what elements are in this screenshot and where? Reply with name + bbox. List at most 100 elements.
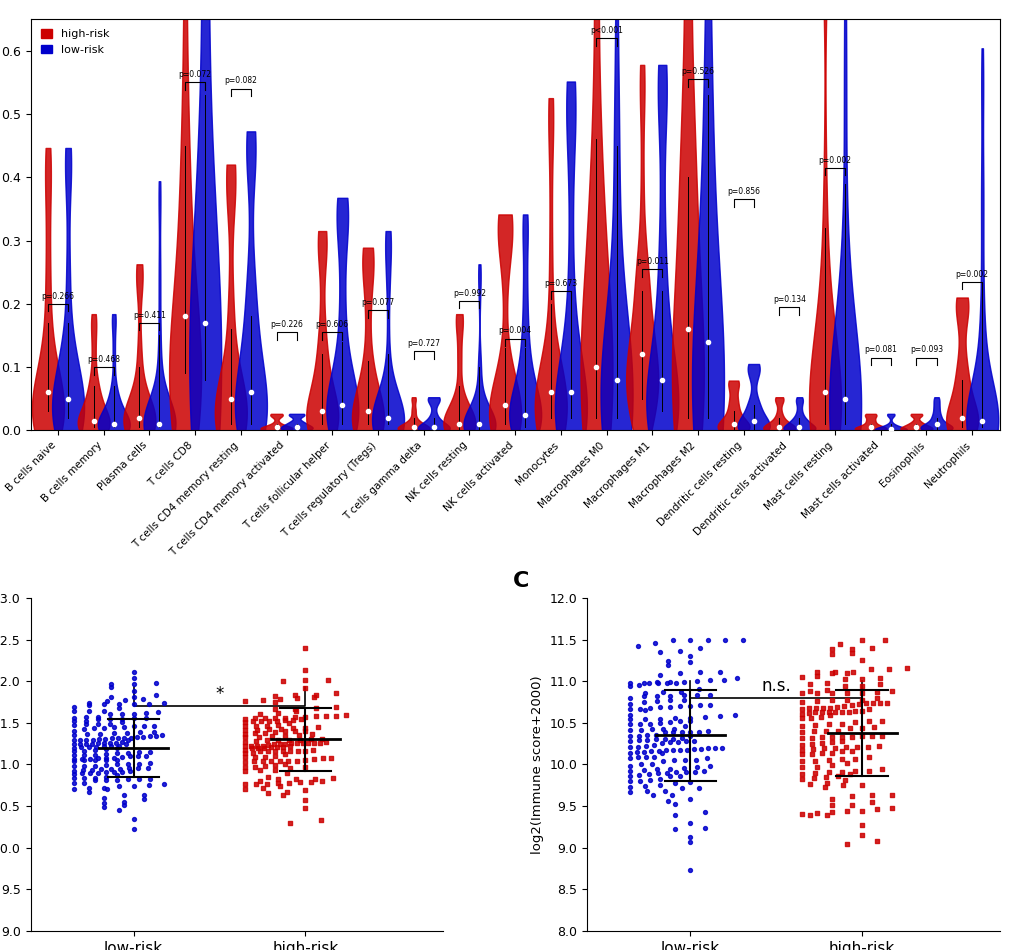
Point (71, 732, 88, 747)
Point (264, 729, 280, 744)
Point (622, 769, 638, 784)
Text: p=0.081: p=0.081 (863, 346, 897, 354)
Point (857, 695, 873, 711)
Text: p=0.077: p=0.077 (361, 298, 394, 307)
Point (140, 760, 156, 775)
Point (101, 735, 117, 751)
Point (622, 717, 638, 732)
Point (76, 775, 93, 790)
Point (863, 728, 879, 743)
Point (278, 766, 294, 781)
Point (121, 764, 138, 779)
Point (273, 721, 289, 736)
Point (113, 750, 129, 765)
Point (121, 761, 138, 776)
Point (805, 770, 821, 786)
Point (863, 794, 879, 809)
Point (639, 727, 655, 742)
Point (868, 833, 884, 848)
Point (834, 751, 850, 767)
Point (267, 749, 283, 764)
Point (622, 780, 638, 795)
Point (860, 763, 876, 778)
Point (715, 673, 732, 688)
Point (96, 703, 112, 718)
Point (657, 743, 674, 758)
Point (314, 731, 330, 746)
Point (818, 682, 835, 697)
Point (86, 721, 102, 736)
Point (676, 752, 692, 768)
Text: p=0.004: p=0.004 (498, 327, 531, 335)
Point (639, 784, 655, 799)
Point (109, 752, 125, 768)
Point (692, 697, 708, 712)
Point (673, 781, 689, 796)
Point (65, 748, 82, 763)
Point (303, 732, 319, 747)
Point (291, 732, 308, 748)
Point (864, 695, 880, 711)
Point (673, 724, 689, 739)
Point (101, 716, 117, 732)
Point (850, 696, 866, 712)
Point (237, 754, 254, 770)
Point (148, 688, 164, 703)
Point (278, 784, 294, 799)
Point (281, 739, 298, 754)
Point (853, 803, 869, 818)
Point (247, 726, 263, 741)
Point (65, 740, 82, 755)
Point (682, 632, 698, 647)
Point (247, 750, 263, 765)
Text: p=0.002: p=0.002 (955, 270, 987, 278)
Point (661, 761, 678, 776)
Point (98, 757, 114, 772)
Point (813, 730, 829, 745)
Point (793, 706, 809, 721)
Point (65, 744, 82, 759)
Point (248, 777, 264, 792)
Point (630, 739, 646, 754)
Point (324, 770, 340, 786)
Point (156, 695, 172, 711)
Point (793, 669, 809, 684)
Point (692, 664, 708, 679)
Point (839, 804, 855, 819)
Point (853, 729, 869, 744)
Point (666, 711, 683, 726)
Point (699, 741, 715, 756)
Point (665, 752, 682, 768)
Point (815, 780, 832, 795)
Point (793, 711, 809, 726)
Point (103, 690, 119, 705)
Point (819, 752, 836, 768)
Point (639, 732, 655, 748)
Point (82, 751, 98, 767)
Point (656, 783, 673, 798)
Point (793, 759, 809, 774)
Point (90, 716, 106, 732)
Point (654, 721, 671, 736)
Point (823, 666, 840, 681)
Point (701, 687, 717, 702)
Point (249, 738, 265, 753)
Point (688, 759, 704, 774)
Point (287, 688, 304, 703)
Point (687, 752, 703, 768)
Point (105, 750, 121, 765)
Point (154, 728, 170, 743)
Point (883, 684, 900, 699)
Point (300, 735, 316, 751)
Point (282, 815, 299, 830)
Point (65, 699, 82, 714)
Point (818, 675, 835, 691)
Point (653, 746, 669, 761)
Point (103, 738, 119, 753)
Point (289, 743, 306, 758)
Point (260, 737, 276, 752)
Point (659, 793, 676, 808)
Point (622, 733, 638, 749)
Point (81, 784, 97, 799)
Point (847, 703, 863, 718)
